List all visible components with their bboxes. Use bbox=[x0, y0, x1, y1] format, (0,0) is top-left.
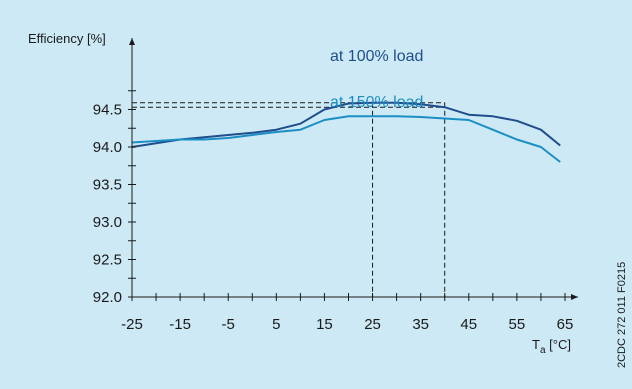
series-label-100-load: at 100% load bbox=[330, 48, 423, 65]
x-axis-arrow bbox=[571, 294, 578, 300]
document-code: 2CDC 272 011 F0215 bbox=[616, 262, 628, 368]
y-tick-label: 92.5 bbox=[93, 252, 122, 269]
x-tick-label: -15 bbox=[169, 316, 191, 333]
x-tick-label: 35 bbox=[412, 316, 429, 333]
series-lines bbox=[131, 101, 561, 163]
series-line-150-load bbox=[131, 115, 561, 163]
axes bbox=[129, 38, 578, 300]
x-tick-label: 25 bbox=[364, 316, 381, 333]
y-tick-label: 92.0 bbox=[93, 289, 122, 306]
x-ticks bbox=[131, 293, 566, 301]
x-tick-labels: -25 -15 -5 5 15 25 35 45 55 65 bbox=[121, 316, 573, 333]
x-tick-label: -5 bbox=[222, 316, 235, 333]
x-axis-title-sub: a bbox=[540, 345, 546, 356]
x-axis-title-main: T bbox=[532, 337, 540, 352]
x-axis-title-unit: [°C] bbox=[546, 337, 571, 352]
y-axis-arrow bbox=[129, 38, 135, 45]
x-tick-label: -25 bbox=[121, 316, 143, 333]
y-tick-label: 94.0 bbox=[93, 139, 122, 156]
y-tick-label: 93.5 bbox=[93, 177, 122, 194]
x-tick-label: 5 bbox=[272, 316, 280, 333]
y-tick-labels: 92.0 92.5 93.0 93.5 94.0 94.5 bbox=[93, 102, 122, 307]
reference-lines bbox=[132, 102, 446, 297]
y-tick-label: 93.0 bbox=[93, 214, 122, 231]
x-tick-label: 65 bbox=[557, 316, 574, 333]
x-axis-title: Ta [°C] bbox=[532, 337, 571, 356]
x-tick-label: 45 bbox=[460, 316, 477, 333]
y-tick-label: 94.5 bbox=[93, 102, 122, 119]
series-label-150-load: at 150% load bbox=[330, 94, 423, 111]
y-ticks bbox=[128, 90, 136, 298]
y-axis-title: Efficiency [%] bbox=[28, 31, 106, 46]
series-line-100-load bbox=[131, 101, 561, 148]
x-tick-label: 15 bbox=[316, 316, 333, 333]
x-tick-label: 55 bbox=[509, 316, 526, 333]
